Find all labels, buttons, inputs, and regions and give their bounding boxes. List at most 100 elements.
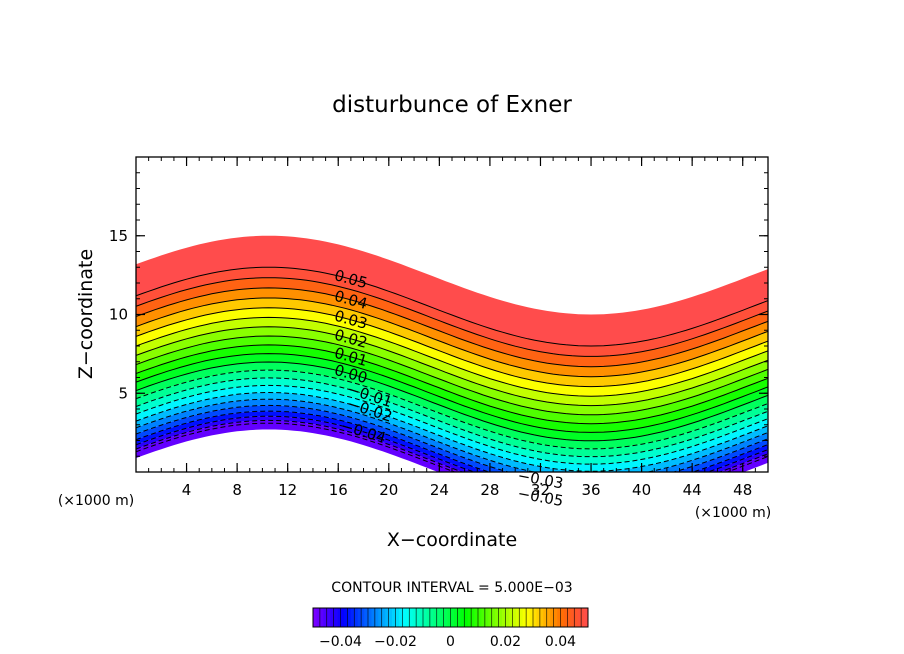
contour-band (136, 235, 768, 346)
contour-line (136, 361, 768, 442)
colorbar-cell (423, 608, 427, 627)
colorbar-cell (429, 608, 434, 627)
colorbar-cell (316, 608, 321, 627)
colorbar-cell (471, 608, 475, 627)
colorbar-cell (467, 608, 472, 627)
colorbar-cell (326, 608, 331, 627)
x-tick-label: 20 (379, 481, 398, 499)
colorbar-cell (577, 608, 582, 627)
colorbar-cell (539, 608, 544, 627)
colorbar-cell (450, 608, 455, 627)
contour-line (136, 266, 768, 347)
colorbar: −0.04 −0.02 0 0.02 0.04 (312, 607, 589, 650)
contour-label-layer: 0.050.040.030.020.010.00−0.01−0.02−0.04−… (332, 266, 564, 510)
colorbar-cell (526, 608, 530, 627)
colorbar-cell (333, 608, 338, 627)
colorbar-cell (398, 608, 403, 627)
contour-line (136, 297, 768, 378)
colorbar-tick-label: 0 (446, 634, 455, 650)
colorbar-cell (402, 608, 407, 627)
colorbar-cell (347, 608, 352, 627)
colorbar-cell (343, 608, 348, 627)
x-tick-label: 24 (430, 481, 449, 499)
y-tick-label: 15 (109, 227, 128, 245)
contour-line (136, 326, 768, 407)
colorbar-cell (557, 608, 561, 627)
colorbar-cell (570, 608, 575, 627)
colorbar-cell (584, 608, 589, 627)
colorbar-cell (436, 608, 441, 627)
colorbar-tick-label: −0.04 (319, 634, 362, 650)
colorbar-cell (378, 608, 383, 627)
x-unit-left: (×1000 m) (58, 493, 134, 509)
colorbar-tick-label: −0.02 (374, 634, 417, 650)
colorbar-cell (546, 608, 551, 627)
x-tick-label: 16 (329, 481, 348, 499)
colorbar-tick-label: 0.04 (545, 634, 576, 650)
colorbar-cell (574, 608, 578, 627)
contour-line (136, 307, 768, 388)
colorbar-cell (498, 608, 503, 627)
colorbar-frame (312, 607, 589, 628)
contour-line (136, 277, 768, 357)
colorbar-cell (340, 608, 345, 627)
x-tick-label: 48 (733, 481, 752, 499)
colorbar-cell (536, 608, 541, 627)
contour-interval-text: CONTOUR INTERVAL = 5.000E−03 (331, 580, 572, 596)
colorbar-cell (388, 608, 393, 627)
colorbar-cell (533, 608, 537, 627)
chart-title: disturbunce of Exner (332, 92, 572, 118)
colorbar-cell (560, 608, 565, 627)
colorbar-cell (543, 608, 548, 627)
y-tick-label: 5 (118, 384, 128, 402)
colorbar-cell (505, 608, 510, 627)
colorbar-cell (361, 608, 365, 627)
colorbar-cell (464, 608, 468, 627)
contour-line-layer (136, 266, 768, 472)
x-unit-right: (×1000 m) (695, 505, 771, 521)
x-tick-label: 44 (683, 481, 702, 499)
colorbar-cell (522, 608, 527, 627)
colorbar-cell (550, 608, 554, 627)
colorbar-cell (381, 608, 386, 627)
contour-fill-layer (136, 235, 768, 472)
contour-band (136, 411, 768, 472)
contour-line (136, 344, 768, 425)
colorbar-cell (395, 608, 400, 627)
colorbar-cell (371, 608, 376, 627)
colorbar-cell (440, 608, 444, 627)
colorbar-cell (354, 608, 358, 627)
colorbar-cell (460, 608, 465, 627)
x-axis-label: X−coordinate (387, 529, 517, 551)
colorbar-cell (412, 608, 417, 627)
colorbar-cell (433, 608, 438, 627)
colorbar-cell (495, 608, 499, 627)
colorbar-cell (453, 608, 458, 627)
colorbar-cell (481, 608, 486, 627)
colorbar-cell (330, 608, 334, 627)
contour-line (136, 316, 768, 397)
colorbar-cell (350, 608, 355, 627)
colorbar-cell (447, 608, 451, 627)
colorbar-cell (474, 608, 479, 627)
colorbar-cell (385, 608, 389, 627)
contour-line (136, 353, 768, 433)
colorbar-cell (405, 608, 410, 627)
x-tick-label: 32 (531, 481, 550, 499)
contour-line (136, 287, 768, 368)
colorbar-cell (368, 608, 372, 627)
colorbar-cell (319, 608, 324, 627)
colorbar-cell (563, 608, 568, 627)
x-tick-label: 28 (480, 481, 499, 499)
colorbar-cell (426, 608, 431, 627)
y-tick-label: 10 (109, 306, 128, 324)
colorbar-cell (392, 608, 396, 627)
colorbar-cell (364, 608, 369, 627)
x-tick-label: 8 (232, 481, 242, 499)
y-axis-label: Z−coordinate (75, 249, 97, 379)
colorbar-cell (515, 608, 520, 627)
colorbar-cell (313, 608, 317, 627)
colorbar-cell (457, 608, 462, 627)
